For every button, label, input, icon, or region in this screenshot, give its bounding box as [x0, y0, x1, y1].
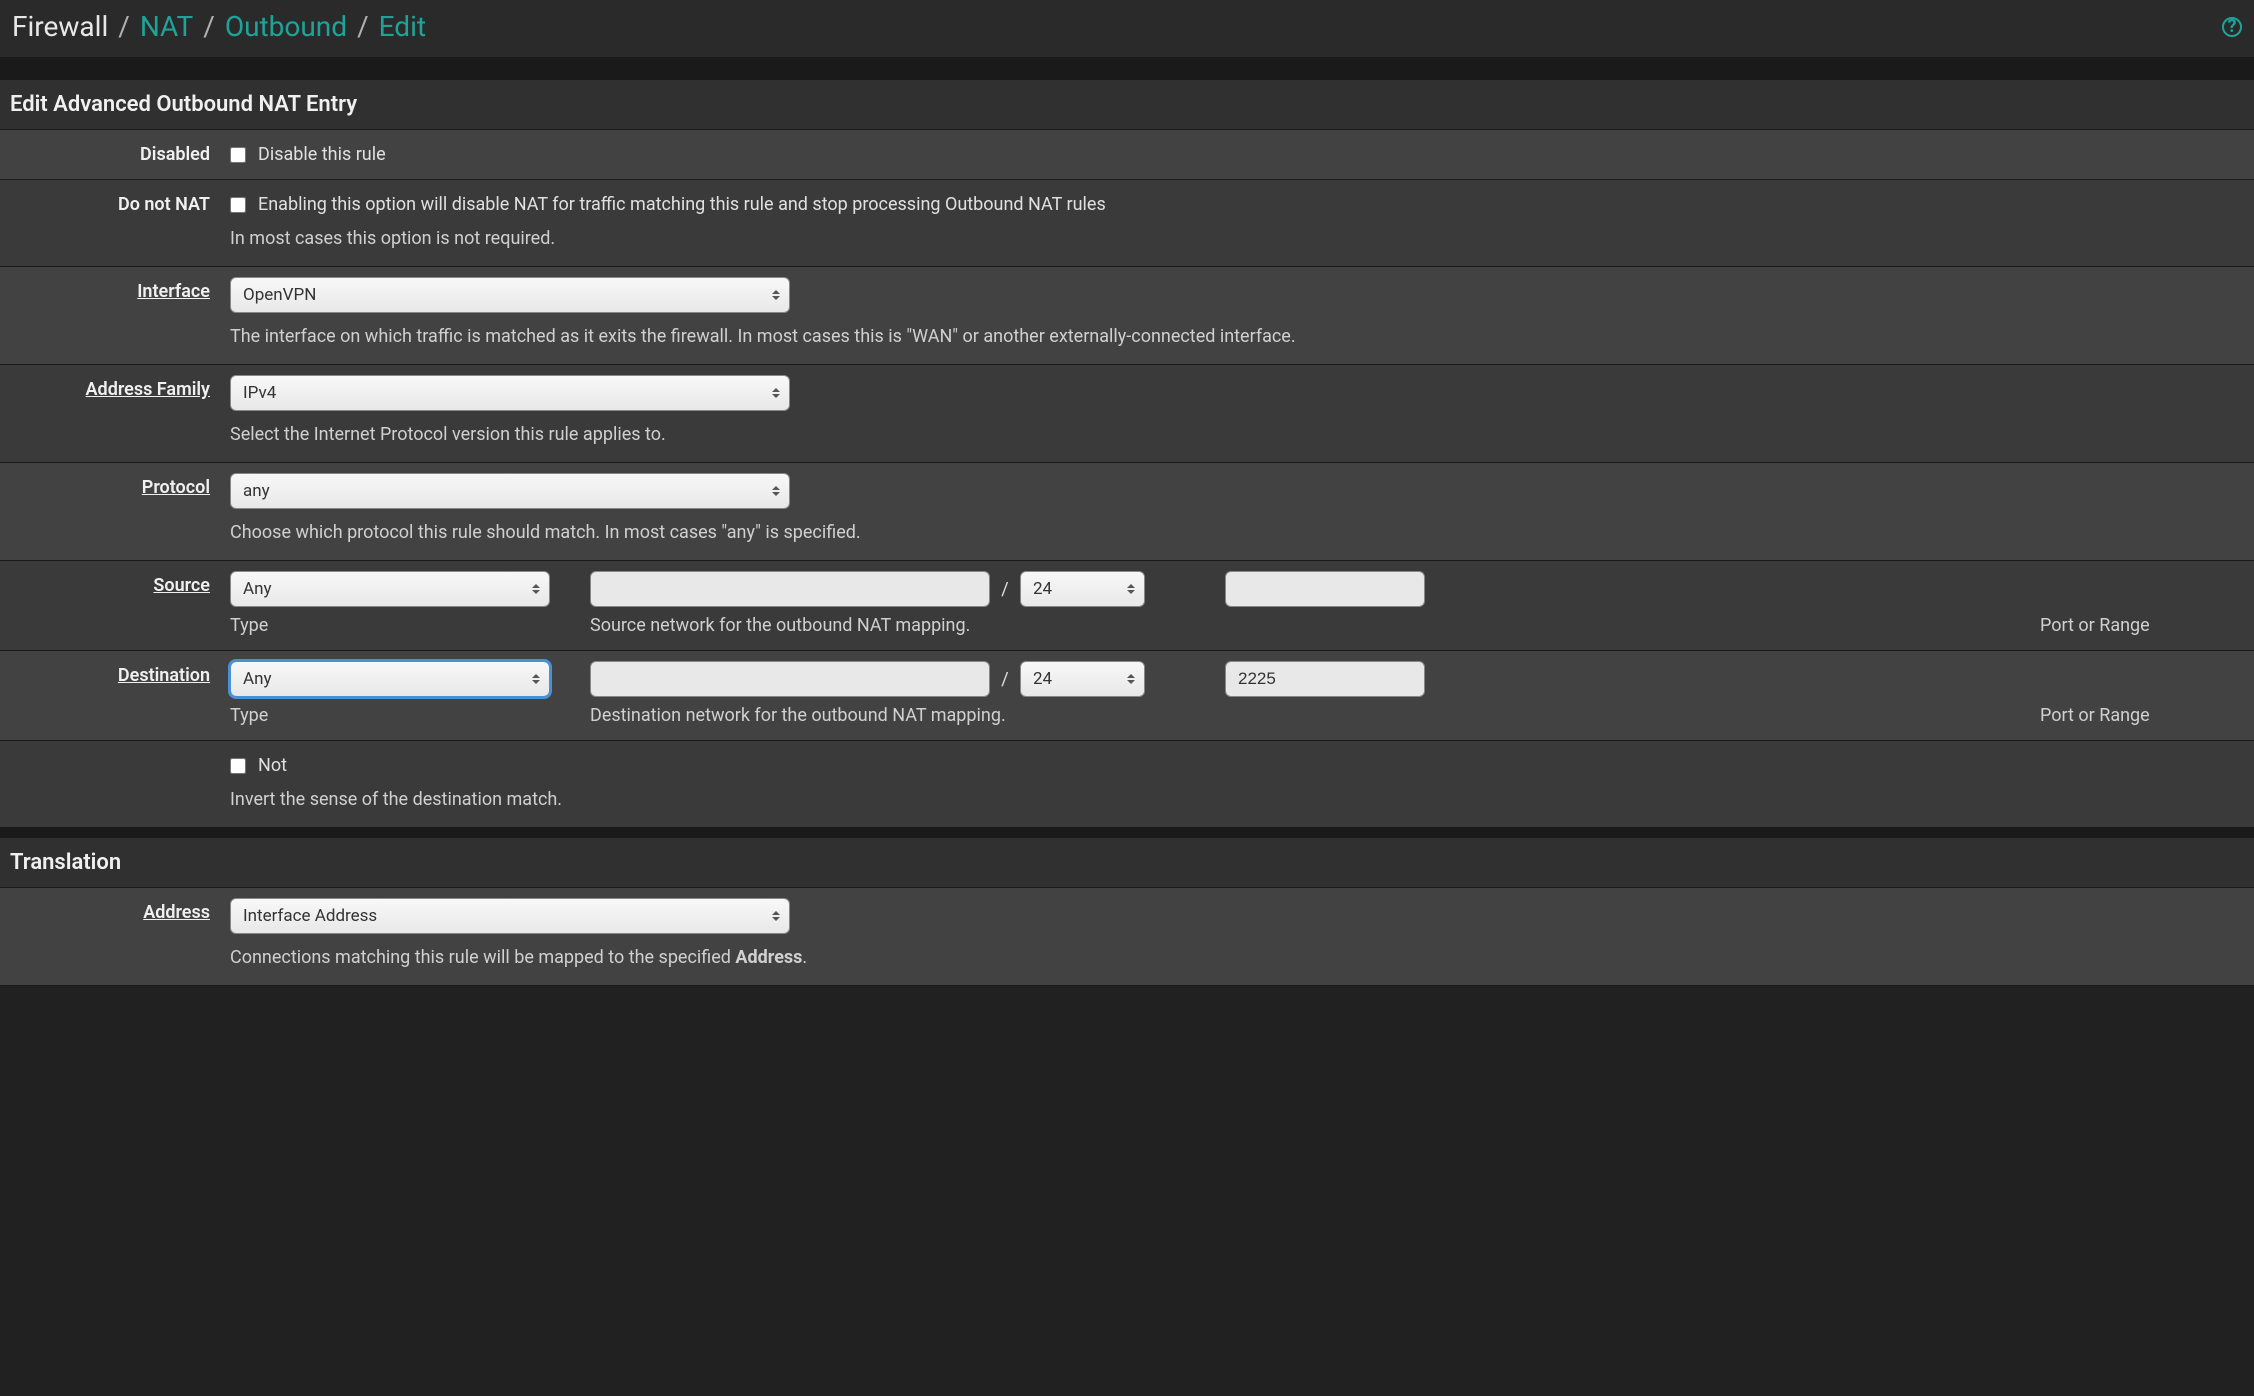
address-family-help: Select the Internet Protocol version thi…	[230, 421, 2240, 448]
source-port-sublabel: Port or Range	[2040, 615, 2240, 636]
destination-network-sublabel: Destination network for the outbound NAT…	[590, 705, 1190, 726]
not-checkbox-label: Not	[258, 755, 287, 776]
interface-label: Interface	[0, 267, 230, 364]
breadcrumb-separator: /	[357, 10, 369, 43]
section-header-translation: Translation	[0, 838, 2254, 888]
breadcrumb-nat-link[interactable]: NAT	[140, 10, 193, 43]
source-label: Source	[0, 561, 230, 650]
breadcrumb: Firewall / NAT / Outbound / Edit	[12, 10, 426, 43]
destination-type-sublabel: Type	[230, 705, 590, 726]
do-not-nat-label: Do not NAT	[0, 180, 230, 266]
disabled-checkbox-label: Disable this rule	[258, 144, 386, 165]
address-select[interactable]: Interface Address	[230, 898, 790, 934]
destination-port-sublabel: Port or Range	[2040, 705, 2240, 726]
destination-type-select[interactable]: Any	[230, 661, 550, 697]
slash-separator: /	[990, 579, 1020, 600]
section-spacer	[0, 58, 2254, 80]
source-mask-select[interactable]: 24	[1020, 571, 1145, 607]
source-type-sublabel: Type	[230, 615, 590, 636]
section-header-edit: Edit Advanced Outbound NAT Entry	[0, 80, 2254, 130]
interface-select[interactable]: OpenVPN	[230, 277, 790, 313]
breadcrumb-outbound-link[interactable]: Outbound	[225, 10, 347, 43]
address-family-select[interactable]: IPv4	[230, 375, 790, 411]
source-port-input[interactable]	[1225, 571, 1425, 607]
not-help: Invert the sense of the destination matc…	[230, 786, 2240, 813]
breadcrumb-bar: Firewall / NAT / Outbound / Edit ?	[0, 0, 2254, 58]
protocol-help: Choose which protocol this rule should m…	[230, 519, 2240, 546]
source-network-sublabel: Source network for the outbound NAT mapp…	[590, 615, 1190, 636]
destination-label: Destination	[0, 651, 230, 740]
section-spacer	[0, 828, 2254, 838]
do-not-nat-help: In most cases this option is not require…	[230, 225, 2240, 252]
protocol-label: Protocol	[0, 463, 230, 560]
address-label: Address	[0, 888, 230, 985]
not-checkbox[interactable]	[230, 758, 246, 774]
help-icon[interactable]: ?	[2222, 17, 2242, 37]
source-type-select[interactable]: Any	[230, 571, 550, 607]
breadcrumb-separator: /	[203, 10, 215, 43]
destination-network-input[interactable]	[590, 661, 990, 697]
breadcrumb-firewall: Firewall	[12, 10, 108, 43]
address-family-label: Address Family	[0, 365, 230, 462]
breadcrumb-separator: /	[118, 10, 130, 43]
destination-port-input[interactable]	[1225, 661, 1425, 697]
not-label-empty	[0, 741, 230, 827]
disabled-label: Disabled	[0, 130, 230, 179]
breadcrumb-edit-link[interactable]: Edit	[379, 10, 426, 43]
address-help: Connections matching this rule will be m…	[230, 944, 2240, 971]
disabled-checkbox[interactable]	[230, 147, 246, 163]
slash-separator: /	[990, 669, 1020, 690]
interface-help: The interface on which traffic is matche…	[230, 323, 2240, 350]
destination-mask-select[interactable]: 24	[1020, 661, 1145, 697]
protocol-select[interactable]: any	[230, 473, 790, 509]
do-not-nat-checkbox-label: Enabling this option will disable NAT fo…	[258, 194, 1106, 215]
do-not-nat-checkbox[interactable]	[230, 197, 246, 213]
source-network-input[interactable]	[590, 571, 990, 607]
